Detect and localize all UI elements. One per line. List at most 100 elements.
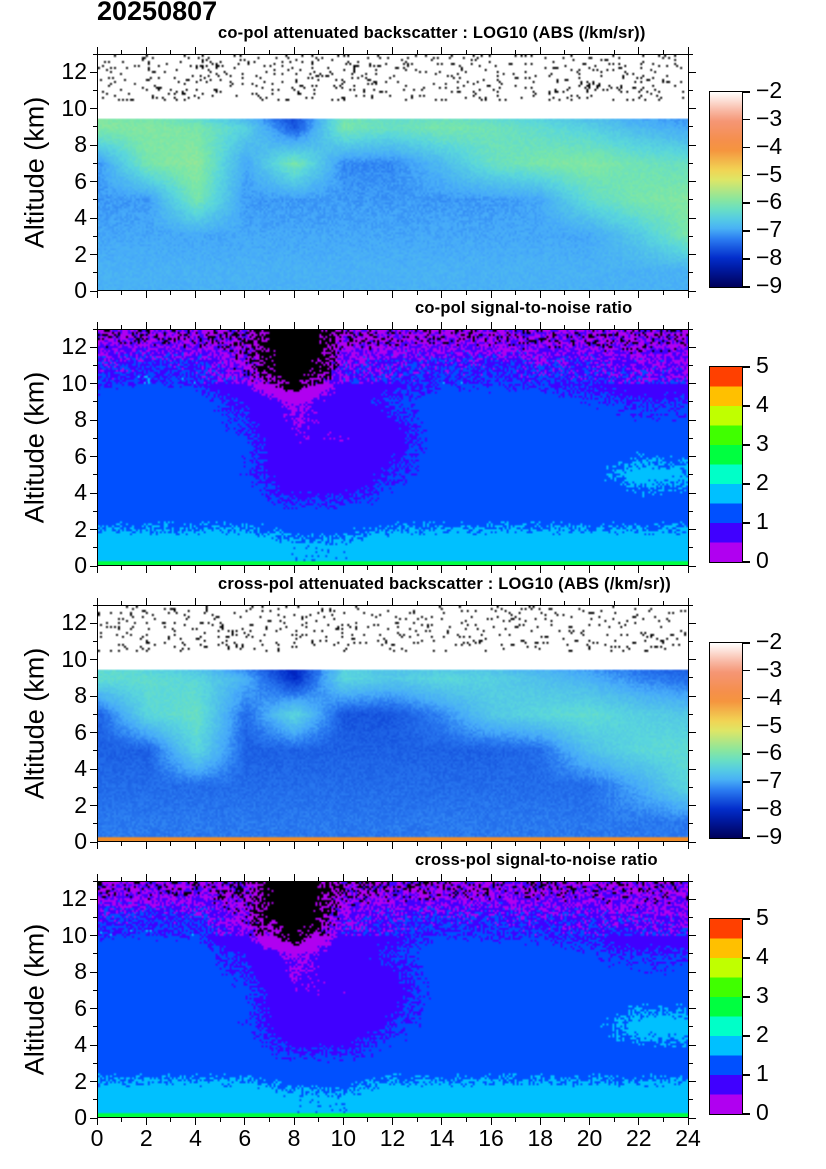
y-tick-right [689,695,696,697]
y-tick [93,162,97,164]
y-tick-label: 8 [74,958,87,985]
x-tick [170,1118,172,1122]
y-tick [93,474,97,476]
colorbar-tick-label: −6 [756,188,783,215]
y-tick-right [689,272,693,274]
y-tick-label: 0 [74,277,87,303]
colorbar-tick [743,725,750,728]
x-tick-top [195,874,196,881]
x-tick [293,1118,295,1125]
x-tick [318,291,320,295]
y-tick [93,880,97,882]
colorbar-tick-label: 0 [756,547,769,573]
x-tick-top [121,50,123,54]
y-tick [90,419,97,421]
x-tick [515,1118,517,1122]
colorbar-tick [743,697,750,700]
x-tick-top [416,601,418,605]
x-tick [687,1118,689,1125]
y-tick-right [689,474,693,476]
y-tick [93,364,97,366]
y-tick [93,823,97,825]
x-tick [465,566,467,570]
y-tick-right [689,456,696,458]
x-tick [589,842,590,849]
y-tick-right [689,492,696,494]
x-tick-top [268,877,270,881]
y-tick [90,659,97,661]
x-tick [367,291,369,295]
y-axis-label: Altitude (km) [19,923,50,1075]
x-tick-top [515,50,517,54]
x-tick [638,842,640,849]
colorbar-tick [743,957,750,959]
y-tick-right [689,732,696,734]
y-tick [93,235,97,237]
x-tick [219,566,221,570]
y-tick [90,181,97,183]
x-tick [145,1118,147,1125]
x-tick [441,1118,443,1125]
y-tick [93,328,97,330]
x-tick [244,842,246,849]
colorbar [709,91,743,288]
y-tick [90,144,97,146]
colorbar-tick [743,146,750,149]
x-tick-top [662,325,664,329]
y-tick [90,346,97,348]
colorbar-tick-label: 1 [756,1060,769,1086]
x-tick [465,842,467,846]
colorbar-tick-label: 3 [756,982,769,1008]
x-tick-label: 20 [576,1125,603,1151]
colorbar-tick-label: −3 [756,655,783,682]
y-tick [90,971,97,973]
y-tick-right [689,935,696,937]
y-tick [90,1117,97,1119]
colorbar-tick [743,837,750,839]
y-tick-right [689,805,696,807]
x-tick-top [318,325,320,329]
x-tick [342,842,344,849]
x-tick [318,842,320,846]
x-tick [219,291,221,295]
y-tick-right [689,916,693,918]
colorbar-tick-label: −8 [756,795,783,822]
x-tick-top [121,877,123,881]
x-tick [392,842,393,849]
x-tick-top [392,47,393,54]
x-tick-top [96,598,98,605]
panel-title: cross-pol attenuated backscatter : LOG10… [218,575,671,593]
y-tick [90,108,97,110]
x-tick-top [515,877,517,881]
y-tick-right [689,419,696,421]
x-tick [589,1118,590,1125]
x-tick-top [145,598,147,605]
x-tick-top [416,50,418,54]
y-tick [93,989,97,991]
x-tick [662,1118,664,1122]
x-tick-top [465,877,467,881]
y-tick [90,492,97,494]
x-tick-top [195,322,196,329]
y-tick-right [689,181,696,183]
x-tick [515,291,517,295]
y-tick [93,640,97,642]
x-tick-label: 10 [330,1125,357,1151]
x-tick [195,566,196,573]
y-tick [93,1026,97,1028]
x-tick-top [367,601,369,605]
x-tick [121,1118,123,1122]
date-title: 20250807 [97,0,218,26]
x-tick-top [638,598,640,605]
x-tick-top [638,874,640,881]
x-tick-top [441,47,443,54]
y-tick-right [689,1008,696,1010]
heatmap-canvas [98,882,688,1117]
x-tick-top [613,877,615,881]
x-tick-label: 0 [90,1125,104,1151]
x-tick-top [367,50,369,54]
y-tick-right [689,529,696,531]
colorbar-tick-label: 2 [756,1021,769,1047]
x-tick-top [638,47,640,54]
x-tick-top [465,50,467,54]
